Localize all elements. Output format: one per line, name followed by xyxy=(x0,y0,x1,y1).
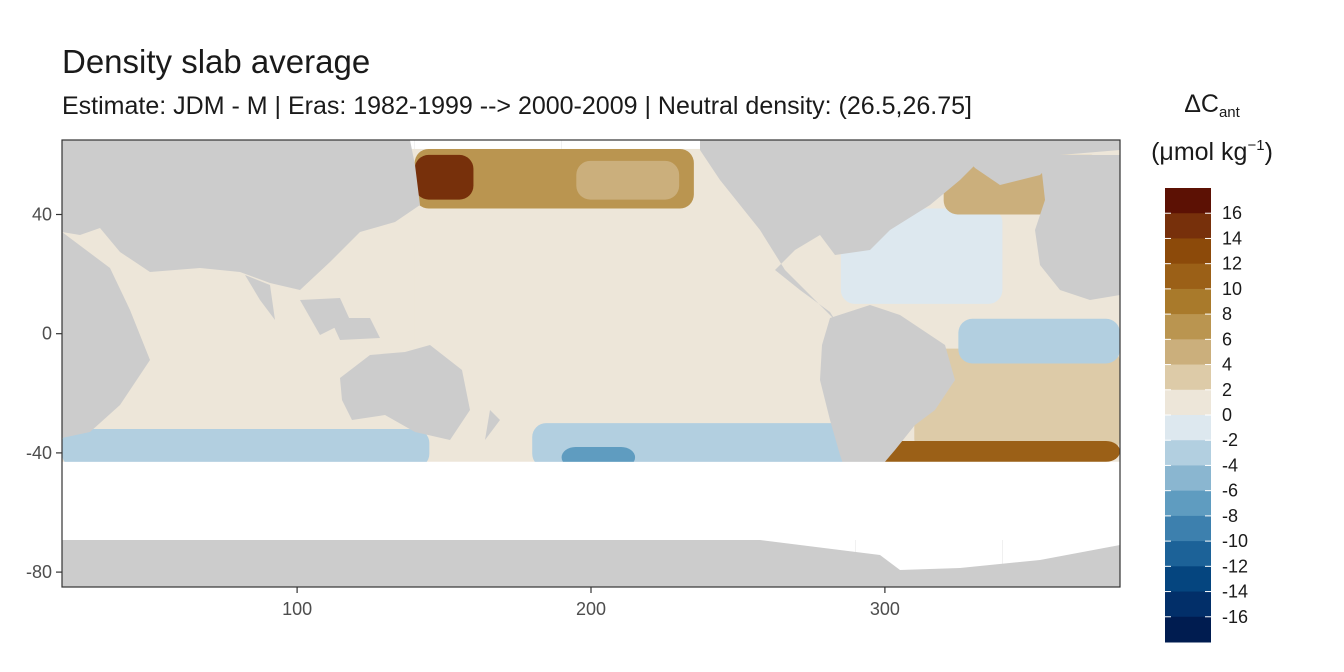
land-mass xyxy=(485,410,500,440)
ocean-region xyxy=(414,154,474,200)
legend-bin xyxy=(1165,339,1211,366)
land-mass xyxy=(62,232,150,438)
legend-label: 12 xyxy=(1222,254,1242,274)
ocean-region xyxy=(576,160,680,200)
legend-label: 0 xyxy=(1222,405,1232,425)
land-mass xyxy=(62,140,420,290)
legend: ΔCant (μmol kg−1) 16 14 12 10 8 6 4 2 0 -2 -4 -6 -8 -… xyxy=(1151,90,1273,643)
legend-label: -12 xyxy=(1222,556,1248,576)
ocean-region xyxy=(870,440,1120,462)
legend-bin xyxy=(1165,440,1211,466)
land-mass xyxy=(330,318,380,340)
ocean-region xyxy=(914,348,1120,453)
y-tick-label: -80 xyxy=(26,562,52,582)
legend-label: 2 xyxy=(1222,380,1232,400)
legend-bin xyxy=(1165,364,1211,391)
legend-bin xyxy=(1165,515,1211,542)
legend-bin xyxy=(1165,465,1211,492)
ocean-region xyxy=(120,268,342,424)
land-mass xyxy=(760,140,1120,185)
legend-label: -10 xyxy=(1222,531,1248,551)
legend-bin xyxy=(1165,288,1211,315)
land-mass xyxy=(1035,155,1120,300)
legend-label: 8 xyxy=(1222,304,1232,324)
legend-label: -4 xyxy=(1222,455,1238,475)
land-mass xyxy=(340,345,470,440)
land-mass xyxy=(820,305,955,495)
land-mass xyxy=(62,530,1120,587)
legend-bin xyxy=(1165,490,1211,517)
legend-bin xyxy=(1165,314,1211,340)
legend-bin xyxy=(1165,591,1211,618)
legend-label: 10 xyxy=(1222,279,1242,299)
land-mass xyxy=(245,275,275,320)
legend-bin xyxy=(1165,188,1211,214)
x-tick-label: 300 xyxy=(870,599,900,619)
legend-label: -14 xyxy=(1222,582,1248,602)
legend-bin xyxy=(1165,213,1211,239)
y-tick-label: 0 xyxy=(42,324,52,344)
land-mass xyxy=(870,140,1000,170)
no-data-band xyxy=(62,461,1120,540)
chart-title: Density slab average xyxy=(62,43,371,80)
legend-title: ΔCant xyxy=(1184,90,1240,121)
land-mass xyxy=(530,140,1000,320)
legend-labels: 16 14 12 10 8 6 4 2 0 -2 -4 -6 -8 -10 -12 -14 -16 xyxy=(1165,203,1248,627)
y-tick-label: -40 xyxy=(26,443,52,463)
legend-label: -8 xyxy=(1222,506,1238,526)
legend-label: 6 xyxy=(1222,329,1232,349)
legend-bin xyxy=(1165,415,1211,441)
ocean-region xyxy=(444,303,827,364)
legend-bin xyxy=(1165,616,1211,643)
legend-colorbar xyxy=(1165,188,1211,643)
legend-bin xyxy=(1165,238,1211,265)
legend-bin xyxy=(1165,263,1211,290)
legend-bin xyxy=(1165,566,1211,593)
x-tick-label: 100 xyxy=(282,599,312,619)
legend-label: 16 xyxy=(1222,203,1242,223)
chart-subtitle: Estimate: JDM - M | Eras: 1982-1999 --> … xyxy=(62,92,972,120)
legend-bin xyxy=(1165,389,1211,416)
legend-label: 14 xyxy=(1222,228,1242,248)
ocean-region xyxy=(958,318,1120,364)
legend-label: -2 xyxy=(1222,430,1238,450)
x-tick-label: 200 xyxy=(576,599,606,619)
legend-bin xyxy=(1165,541,1211,567)
legend-unit: (μmol kg−1) xyxy=(1151,137,1273,166)
y-tick-label: 40 xyxy=(32,205,52,225)
legend-label: 4 xyxy=(1222,355,1232,375)
legend-label: -6 xyxy=(1222,481,1238,501)
ocean-region xyxy=(62,429,430,468)
legend-label: -16 xyxy=(1222,607,1248,627)
land-layer xyxy=(62,140,1120,587)
